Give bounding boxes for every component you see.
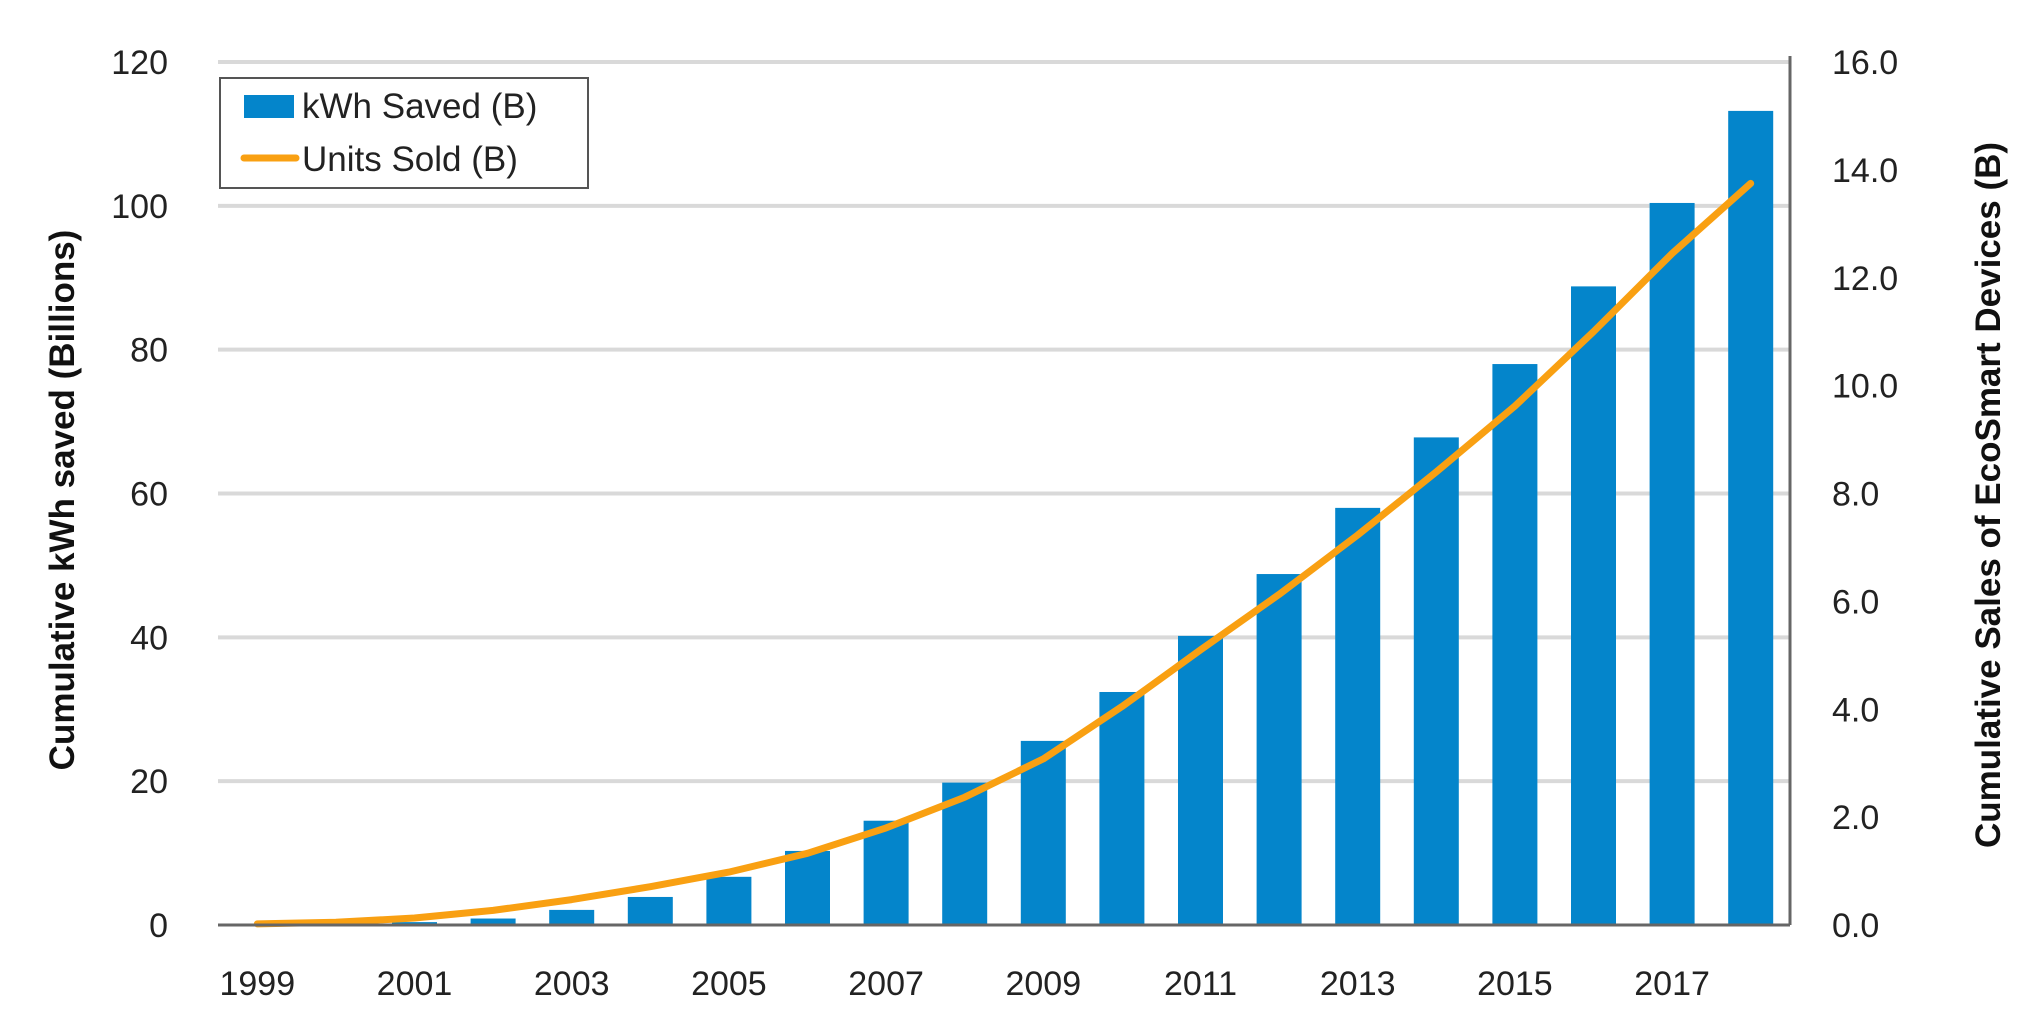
x-tick-2009: 2009 xyxy=(1005,965,1081,1003)
bar-2010 xyxy=(1099,691,1145,925)
bar-2004 xyxy=(627,896,673,925)
legend: kWh Saved (B) Units Sold (B) xyxy=(219,77,589,189)
bar-2013 xyxy=(1335,507,1381,925)
y-tick-right-10.0: 10.0 xyxy=(1832,368,1898,406)
line-units-sold xyxy=(253,179,1755,928)
y-tick-left-40: 40 xyxy=(130,619,168,657)
y-tick-right-6.0: 6.0 xyxy=(1832,583,1879,621)
x-tick-2005: 2005 xyxy=(691,965,767,1003)
tick-labels: 0 20 40 60 80 100 120 0.0 2.0 4.0 6.0 8.0 10.0 12.0 14… xyxy=(111,44,1898,1003)
y-tick-right-16.0: 16.0 xyxy=(1832,44,1898,82)
y-tick-left-120: 120 xyxy=(111,44,168,82)
bar-2018 xyxy=(1728,110,1774,926)
bar-2009 xyxy=(1020,740,1066,925)
bar-2016 xyxy=(1571,286,1616,925)
bar-2006 xyxy=(785,850,830,925)
y-tick-left-60: 60 xyxy=(130,476,168,514)
legend-label-units-sold: Units Sold (B) xyxy=(302,140,518,179)
bars-kwh-saved xyxy=(234,110,1774,926)
y-tick-left-80: 80 xyxy=(130,332,168,370)
bar-2011 xyxy=(1178,635,1223,925)
x-tick-2003: 2003 xyxy=(534,965,610,1003)
bar-2002 xyxy=(470,918,516,925)
x-tick-2007: 2007 xyxy=(848,965,924,1003)
x-tick-2013: 2013 xyxy=(1320,965,1396,1003)
y-tick-left-20: 20 xyxy=(130,763,168,801)
y-tick-right-4.0: 4.0 xyxy=(1832,691,1879,729)
y-tick-right-2.0: 2.0 xyxy=(1832,799,1879,837)
x-tick-2015: 2015 xyxy=(1477,965,1553,1003)
y-tick-right-8.0: 8.0 xyxy=(1832,476,1879,514)
bar-2012 xyxy=(1256,574,1302,925)
bar-2017 xyxy=(1649,202,1695,925)
legend-label-kwh-saved: kWh Saved (B) xyxy=(302,87,537,126)
y-tick-left-100: 100 xyxy=(111,188,168,226)
units-sold-line xyxy=(253,179,1755,928)
legend-swatch-kwh-saved xyxy=(244,95,294,118)
bar-2015 xyxy=(1492,364,1538,925)
x-tick-2001: 2001 xyxy=(377,965,453,1003)
y-tick-right-0.0: 0.0 xyxy=(1832,907,1879,945)
y-tick-right-12.0: 12.0 xyxy=(1832,260,1898,298)
y-tick-left-0: 0 xyxy=(149,907,168,945)
y-axis-right-title: Cumulative Sales of EcoSmart Devices (B) xyxy=(1969,142,2008,848)
bar-2003 xyxy=(549,909,595,925)
bar-2007 xyxy=(863,820,909,925)
x-tick-1999: 1999 xyxy=(219,965,295,1003)
x-tick-2011: 2011 xyxy=(1164,965,1237,1003)
y-axis-left-title: Cumulative kWh saved (Billions) xyxy=(43,230,82,771)
bar-2005 xyxy=(706,876,752,925)
y-tick-right-14.0: 14.0 xyxy=(1832,152,1898,190)
bar-2014 xyxy=(1413,437,1459,925)
x-tick-2017: 2017 xyxy=(1634,965,1710,1003)
axes xyxy=(218,56,1792,927)
